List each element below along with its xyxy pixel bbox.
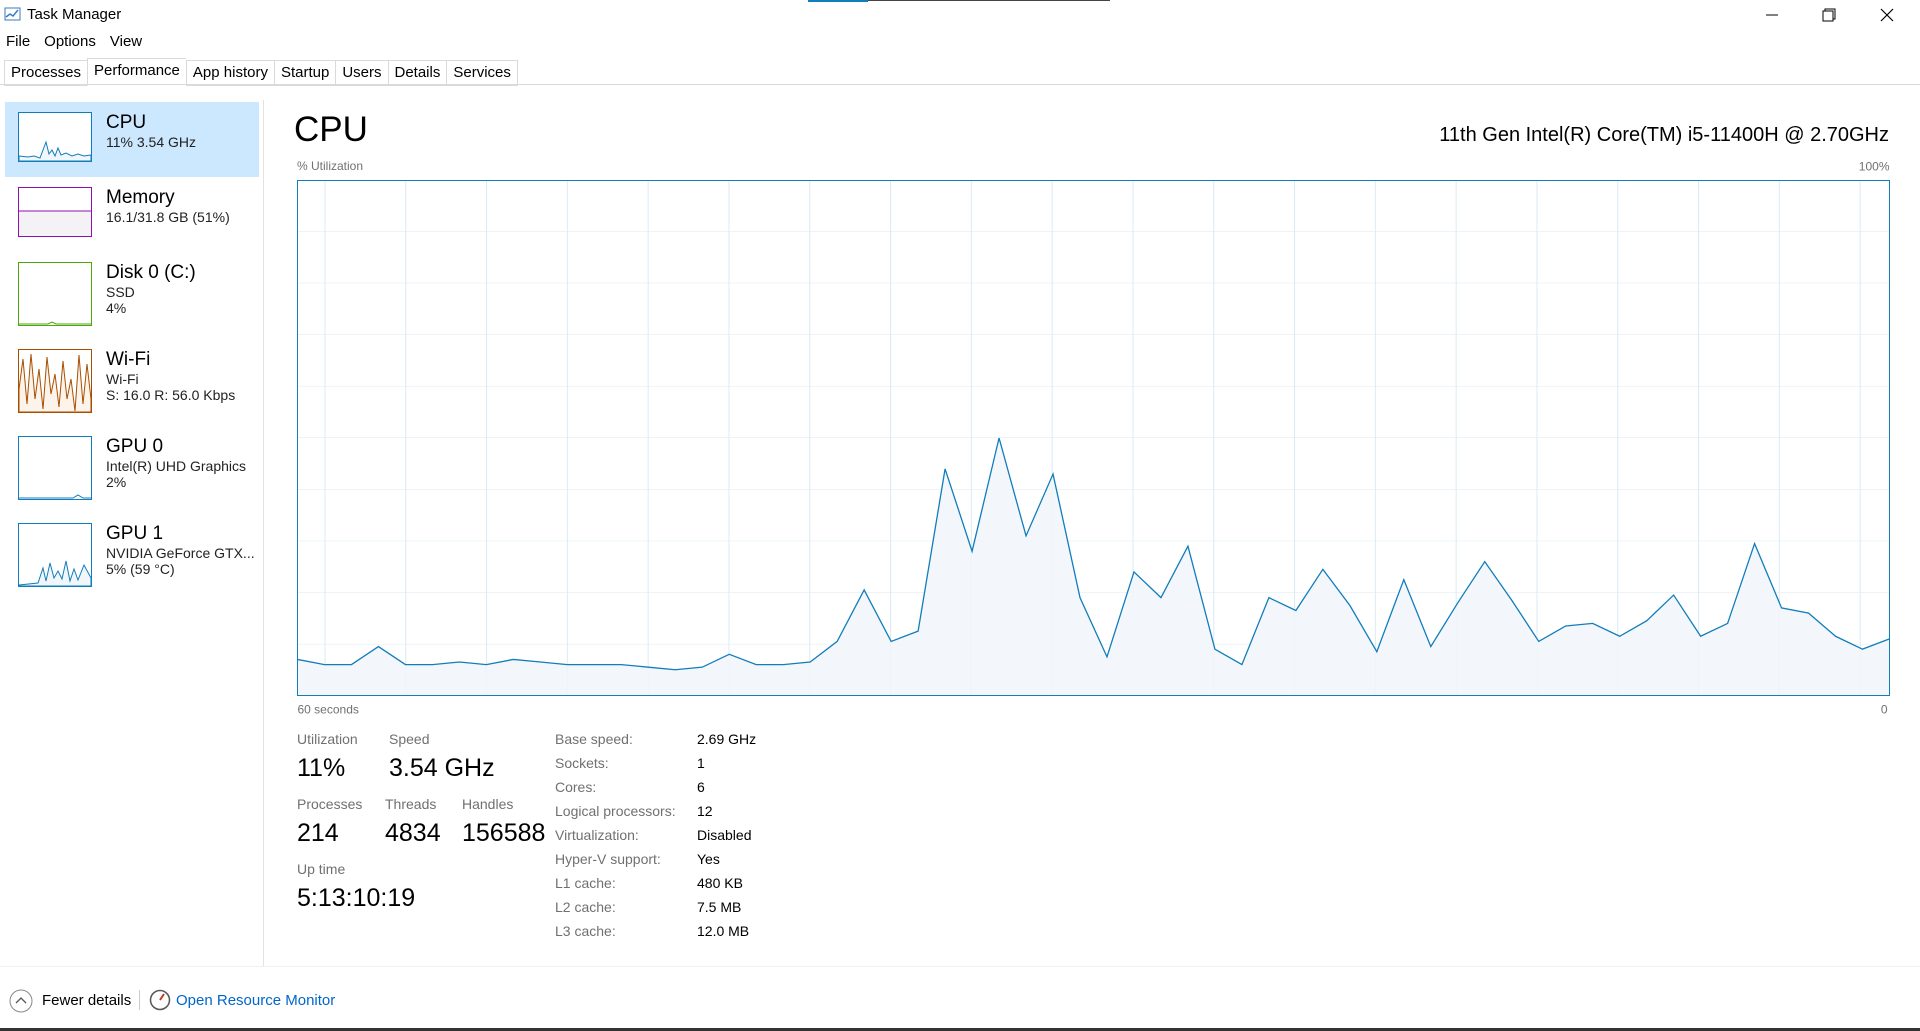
detail-value: 480 KB xyxy=(697,875,743,891)
sidebar-line: SSD xyxy=(106,284,135,300)
tab-selected[interactable]: Performance xyxy=(87,58,186,86)
bottom-edge xyxy=(0,1028,1920,1031)
detail-label: Base speed: xyxy=(555,731,633,747)
stat-label: Up time xyxy=(297,861,346,877)
restore[interactable] xyxy=(1822,10,1834,22)
fewer-details[interactable]: Fewer details xyxy=(42,992,132,1009)
cpu-graph: 100% 60 seconds 0 xyxy=(297,160,1890,717)
drag-indicator xyxy=(808,0,868,2)
stat-value: 11% xyxy=(297,754,346,782)
thumbnail xyxy=(18,112,92,162)
window-title: Task Manager xyxy=(27,6,122,23)
stat-value: 5:13:10:19 xyxy=(297,884,416,912)
drag-indicator-track xyxy=(868,0,1110,1)
sidebar-line: S: 16.0 R: 56.0 Kbps xyxy=(106,387,236,403)
graph-border xyxy=(297,180,1890,696)
sidebar-name: GPU 1 NVIDIA GeForce GTX... 5% (59 °C) xyxy=(106,523,255,577)
sidebar-line: 4% xyxy=(106,300,127,316)
app-icon xyxy=(4,7,21,21)
stat-label: Handles xyxy=(462,796,514,812)
sidebar-divider xyxy=(263,100,264,966)
stat-value: 156588 xyxy=(462,819,546,847)
close[interactable] xyxy=(1880,8,1894,22)
tab-divider xyxy=(0,84,1920,85)
graph-grid xyxy=(297,180,1890,696)
detail-value: Yes xyxy=(697,851,720,867)
stat-value: 3.54 GHz xyxy=(389,754,495,782)
sidebar-item[interactable]: Disk 0 (C:) SSD 4% xyxy=(5,252,259,327)
window-controls[interactable] xyxy=(1760,4,1910,28)
detail-label: Hyper-V support: xyxy=(555,851,661,867)
stat-value: 4834 xyxy=(385,819,441,847)
thumbnail xyxy=(18,187,92,237)
menu-item[interactable]: Options xyxy=(44,33,96,50)
tab[interactable]: Details xyxy=(387,60,447,86)
detail-label: Sockets: xyxy=(555,755,609,771)
detail-value: 12 xyxy=(697,803,713,819)
sidebar-name: Disk 0 (C:) SSD 4% xyxy=(106,262,196,316)
perf-title: CPU xyxy=(294,110,368,149)
sidebar-item[interactable]: Wi-Fi Wi-Fi S: 16.0 R: 56.0 Kbps xyxy=(5,339,259,414)
footer-divider xyxy=(0,966,1920,967)
sidebar-line: Intel(R) UHD Graphics xyxy=(106,458,247,474)
stat-label: Processes xyxy=(297,796,363,812)
detail-label: L3 cache: xyxy=(555,923,616,939)
detail-value: 1 xyxy=(697,755,705,771)
tab[interactable]: App history xyxy=(185,60,274,86)
line xyxy=(297,437,1890,671)
stat-label: Threads xyxy=(385,796,437,812)
tab[interactable]: Services xyxy=(446,60,518,86)
fewer-details-icon[interactable] xyxy=(9,989,33,1013)
tab[interactable]: Processes xyxy=(4,60,88,86)
sidebar-item[interactable]: GPU 1 NVIDIA GeForce GTX... 5% (59 °C) xyxy=(5,513,259,588)
stat-label: Speed xyxy=(389,731,430,747)
sidebar-line: NVIDIA GeForce GTX... xyxy=(106,545,255,561)
tab-bar: Processes Performance App history Startu… xyxy=(4,58,518,86)
open-resource-monitor[interactable]: Open Resource Monitor xyxy=(176,992,336,1009)
detail-label: L2 cache: xyxy=(555,899,616,915)
sidebar-line: 16.1/31.8 GB (51%) xyxy=(106,209,230,225)
detail-value: 7.5 MB xyxy=(697,899,742,915)
resource-monitor-icon[interactable] xyxy=(149,989,171,1011)
sidebar-name: Wi-Fi Wi-Fi S: 16.0 R: 56.0 Kbps xyxy=(106,349,236,403)
menu-bar: File Options View xyxy=(6,33,156,51)
sidebar-item[interactable]: GPU 0 Intel(R) UHD Graphics 2% xyxy=(5,426,259,501)
sidebar-line: 11% 3.54 GHz xyxy=(106,134,197,150)
thumbnail xyxy=(18,262,92,326)
menu-item[interactable]: View xyxy=(109,33,143,50)
sidebar-item[interactable]: Memory 16.1/31.8 GB (51%) xyxy=(5,177,259,252)
area xyxy=(297,438,1890,696)
detail-value: 2.69 GHz xyxy=(697,731,757,747)
y-tick-label: 100% xyxy=(1859,160,1890,174)
sidebar-line: 5% (59 °C) xyxy=(106,561,175,577)
detail-label: Virtualization: xyxy=(555,827,639,843)
sidebar-line: Wi-Fi xyxy=(106,371,139,387)
thumbnail xyxy=(18,436,92,500)
y-axis-label: % Utilization xyxy=(297,159,364,173)
detail-label: Logical processors: xyxy=(555,803,676,819)
stat-value: 214 xyxy=(297,819,339,847)
stat-label: Utilization xyxy=(297,731,358,747)
tab[interactable]: Startup xyxy=(273,60,336,86)
sidebar-item[interactable]: CPU 11% 3.54 GHz xyxy=(5,102,259,177)
processor-name: 11th Gen Intel(R) Core(TM) i5-11400H @ 2… xyxy=(1439,124,1889,146)
x-tick-label: 0 xyxy=(1881,703,1888,717)
sidebar-line: 2% xyxy=(106,474,127,490)
detail-label: L1 cache: xyxy=(555,875,616,891)
thumbnail xyxy=(18,523,92,587)
detail-value: 12.0 MB xyxy=(697,923,750,939)
menu-item[interactable]: File xyxy=(6,33,31,50)
x-tick-label: 60 seconds xyxy=(298,703,359,717)
detail-value: 6 xyxy=(697,779,705,795)
detail-label: Cores: xyxy=(555,779,597,795)
sidebar-name: Memory 16.1/31.8 GB (51%) xyxy=(106,187,230,225)
tab[interactable]: Users xyxy=(335,60,388,86)
sidebar-name: GPU 0 Intel(R) UHD Graphics 2% xyxy=(106,436,247,490)
sidebar-name: CPU 11% 3.54 GHz xyxy=(106,112,197,150)
footer-separator xyxy=(139,990,140,1010)
detail-value: Disabled xyxy=(697,827,752,843)
thumbnail xyxy=(18,349,92,413)
